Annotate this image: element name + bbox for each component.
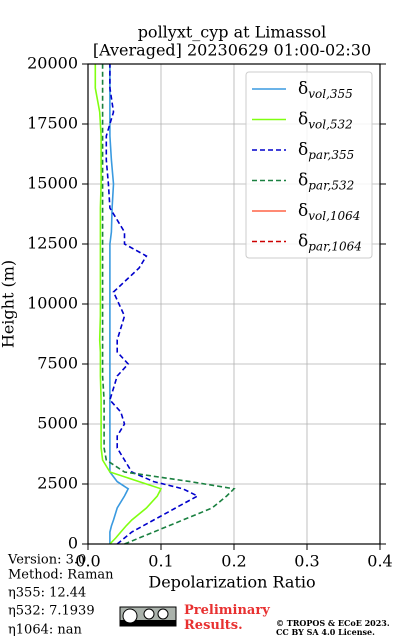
preliminary: Preliminary Results. bbox=[184, 603, 274, 633]
y-tick-label: 12500 bbox=[27, 234, 78, 253]
note: Version: 3.0 bbox=[7, 553, 86, 568]
y-tick-label: 17500 bbox=[27, 114, 78, 133]
y-tick-label: 2500 bbox=[37, 474, 78, 493]
y-tick-label: 7500 bbox=[37, 354, 78, 373]
legend-label: δvol,355 bbox=[298, 79, 353, 101]
x-tick-label: 0.4 bbox=[367, 552, 392, 571]
legend-label: δvol,532 bbox=[298, 109, 353, 131]
y-tick-label: 10000 bbox=[27, 294, 78, 313]
x-axis-label: Depolarization Ratio bbox=[148, 573, 315, 592]
x-tick-label: 0.3 bbox=[294, 552, 319, 571]
chart-subtitle: [Averaged] 20230629 01:00-02:30 bbox=[93, 41, 371, 60]
x-tick-label: 0.2 bbox=[221, 552, 246, 571]
legend-label: δpar,532 bbox=[298, 170, 354, 192]
note: η1064: nan bbox=[8, 623, 83, 638]
copyright: © TROPOS & ECoE 2023. bbox=[276, 618, 390, 628]
x-tick-label: 0.1 bbox=[148, 552, 173, 571]
plot-frame bbox=[87, 63, 381, 545]
chart-title: pollyxt_cyp at Limassol bbox=[138, 23, 327, 42]
y-tick-label: 0 bbox=[68, 534, 78, 553]
cc-badge bbox=[119, 606, 177, 627]
note: Method: Raman bbox=[8, 568, 114, 583]
y-tick-label: 5000 bbox=[37, 414, 78, 433]
note: η532: 7.1939 bbox=[8, 604, 95, 619]
copyright: CC BY SA 4.0 License. bbox=[276, 627, 375, 637]
profile-line bbox=[105, 64, 200, 545]
y-tick-label: 20000 bbox=[27, 54, 78, 73]
legend-label: δpar,355 bbox=[298, 140, 354, 162]
y-tick-label: 15000 bbox=[27, 174, 78, 193]
profile-line bbox=[101, 64, 236, 545]
y-axis-label: Height (m) bbox=[0, 260, 18, 348]
legend-label: δpar,1064 bbox=[298, 231, 362, 253]
profile-line bbox=[94, 64, 163, 545]
legend-label: δvol,1064 bbox=[298, 201, 360, 223]
profile-line bbox=[109, 64, 130, 544]
x-tick-label: 0.0 bbox=[75, 552, 100, 571]
note: η355: 12.44 bbox=[8, 586, 86, 601]
